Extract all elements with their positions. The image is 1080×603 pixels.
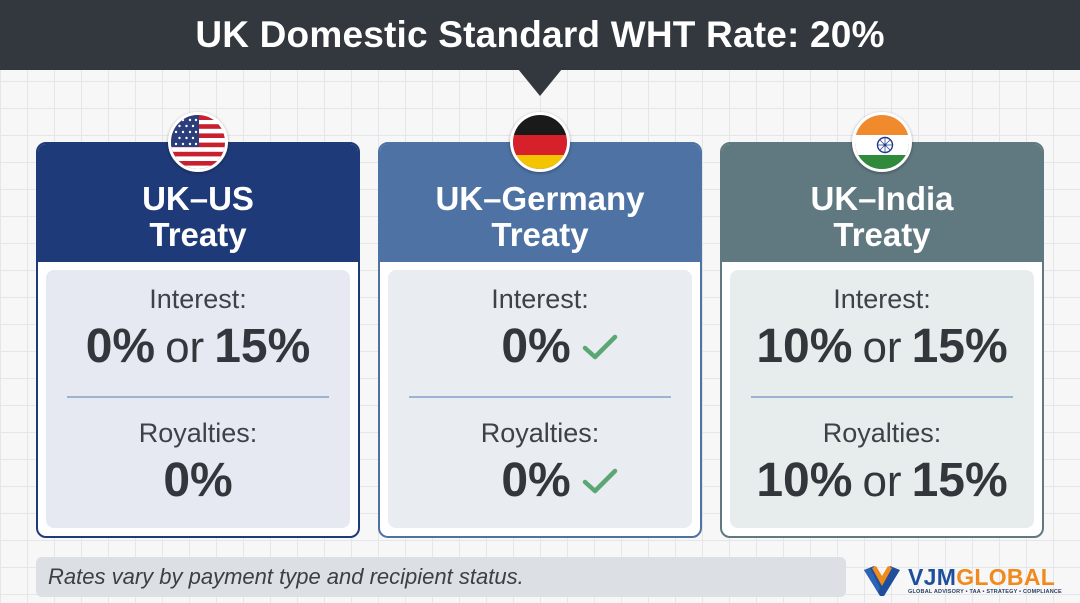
header-pointer-arrow: [518, 69, 562, 96]
interest-label: Interest:: [833, 284, 931, 314]
divider: [751, 396, 1013, 398]
royalties-rate-b: 15%: [911, 454, 1008, 507]
royalties-value: 0%: [461, 453, 618, 508]
page-title: UK Domestic Standard WHT Rate: 20%: [195, 14, 885, 55]
card-title-line1: UK–US: [142, 180, 254, 217]
treaty-card-uk-germany: UK–Germany Treaty Interest: 0% Royalties…: [378, 142, 702, 538]
interest-rate: 0%: [501, 320, 571, 373]
divider: [409, 396, 671, 398]
card-body: Interest: 0% or 15% Royalties: 0%: [46, 270, 350, 528]
logo-tagline: GLOBAL ADVISORY • TAA • STRATEGY • COMPL…: [908, 589, 1062, 595]
divider: [67, 396, 329, 398]
logo-name: VJMGLOBAL: [908, 565, 1062, 589]
card-title-line2: Treaty: [491, 216, 589, 253]
card-title-line1: UK–Germany: [435, 180, 645, 217]
footer-note-bar: Rates vary by payment type and recipient…: [36, 557, 846, 597]
card-body: Interest: 10% or 15% Royalties: 10% or 1…: [730, 270, 1034, 528]
check-icon: [581, 466, 619, 496]
interest-label: Interest:: [149, 284, 247, 314]
interest-rate-b: 15%: [911, 320, 1008, 373]
card-title: UK–Germany Treaty: [435, 181, 644, 253]
interest-rate-a: 0%: [85, 320, 156, 373]
card-title-line1: UK–India: [810, 180, 954, 217]
royalties-or: or: [862, 457, 902, 506]
interest-value: 10% or 15%: [756, 319, 1007, 374]
royalties-rate-a: 10%: [756, 454, 853, 507]
logo-name-part1: VJM: [908, 564, 957, 590]
card-title-line2: Treaty: [149, 216, 247, 253]
royalties-label: Royalties:: [480, 418, 600, 448]
card-title: UK–India Treaty: [810, 181, 953, 253]
card-title-line2: Treaty: [833, 216, 931, 253]
logo-name-part2: GLOBAL: [956, 564, 1056, 590]
interest-rate-a: 10%: [756, 320, 853, 373]
interest-or: or: [165, 323, 205, 372]
treaty-card-uk-india: UK–India Treaty Interest: 10% or 15% Roy…: [720, 142, 1044, 538]
germany-flag-icon: [510, 112, 570, 172]
usa-flag-icon: [168, 112, 228, 172]
interest-label: Interest:: [491, 284, 589, 314]
card-header: UK–India Treaty: [722, 144, 1042, 262]
royalties-rate: 0%: [501, 454, 571, 507]
interest-rate-b: 15%: [214, 320, 311, 373]
royalties-value: 0%: [163, 453, 232, 508]
card-title: UK–US Treaty: [142, 181, 254, 253]
header-banner: UK Domestic Standard WHT Rate: 20%: [0, 0, 1080, 70]
india-flag-icon: [852, 112, 912, 172]
royalties-label: Royalties:: [822, 418, 942, 448]
check-icon: [581, 332, 619, 362]
card-body: Interest: 0% Royalties: 0%: [388, 270, 692, 528]
royalties-rate: 0%: [163, 454, 233, 507]
royalties-label: Royalties:: [138, 418, 258, 448]
interest-or: or: [862, 323, 902, 372]
royalties-value: 10% or 15%: [756, 453, 1007, 508]
vjm-global-logo: VJMGLOBAL GLOBAL ADVISORY • TAA • STRATE…: [862, 560, 1074, 600]
footer-note: Rates vary by payment type and recipient…: [48, 564, 524, 589]
treaty-card-uk-us: UK–US Treaty Interest: 0% or 15% Royalti…: [36, 142, 360, 538]
vjm-logo-mark-icon: [864, 566, 900, 596]
logo-text: VJMGLOBAL GLOBAL ADVISORY • TAA • STRATE…: [908, 565, 1062, 595]
interest-value: 0%: [461, 319, 618, 374]
interest-value: 0% or 15%: [86, 319, 311, 374]
